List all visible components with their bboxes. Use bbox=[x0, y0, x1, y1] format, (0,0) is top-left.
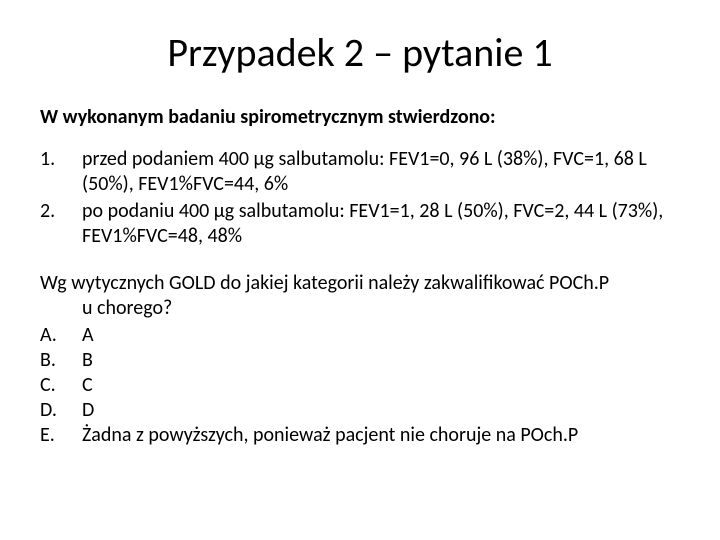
option-text: B bbox=[82, 348, 680, 373]
list-item: 2. po podaniu 400 µg salbutamolu: FEV1=1… bbox=[40, 199, 680, 249]
option-text: A bbox=[82, 323, 680, 348]
option-marker: D. bbox=[40, 398, 82, 423]
option-text: Żadna z powyższych, ponieważ pacjent nie… bbox=[82, 423, 680, 448]
question-line2: u chorego? bbox=[40, 296, 680, 321]
list-text: przed podaniem 400 µg salbutamolu: FEV1=… bbox=[82, 147, 680, 197]
list-item: C. C bbox=[40, 373, 680, 398]
question-line1: Wg wytycznych GOLD do jakiej kategorii n… bbox=[40, 271, 609, 295]
question-text: Wg wytycznych GOLD do jakiej kategorii n… bbox=[40, 271, 680, 321]
options-list: A. A B. B C. C D. D E. Żadna z powyższyc… bbox=[40, 323, 680, 448]
list-marker: 2. bbox=[40, 199, 82, 249]
option-text: D bbox=[82, 398, 680, 423]
slide-title: Przypadek 2 – pytanie 1 bbox=[40, 28, 680, 77]
option-marker: A. bbox=[40, 323, 82, 348]
numbered-list: 1. przed podaniem 400 µg salbutamolu: FE… bbox=[40, 147, 680, 249]
list-text: po podaniu 400 µg salbutamolu: FEV1=1, 2… bbox=[82, 199, 680, 249]
slide: Przypadek 2 – pytanie 1 W wykonanym bada… bbox=[0, 0, 720, 540]
option-marker: C. bbox=[40, 373, 82, 398]
option-text: C bbox=[82, 373, 680, 398]
list-item: B. B bbox=[40, 348, 680, 373]
intro-text: W wykonanym badaniu spirometrycznym stwi… bbox=[40, 105, 680, 129]
option-marker: E. bbox=[40, 423, 82, 448]
list-item: D. D bbox=[40, 398, 680, 423]
option-marker: B. bbox=[40, 348, 82, 373]
list-item: E. Żadna z powyższych, ponieważ pacjent … bbox=[40, 423, 680, 448]
list-item: 1. przed podaniem 400 µg salbutamolu: FE… bbox=[40, 147, 680, 197]
list-marker: 1. bbox=[40, 147, 82, 197]
list-item: A. A bbox=[40, 323, 680, 348]
